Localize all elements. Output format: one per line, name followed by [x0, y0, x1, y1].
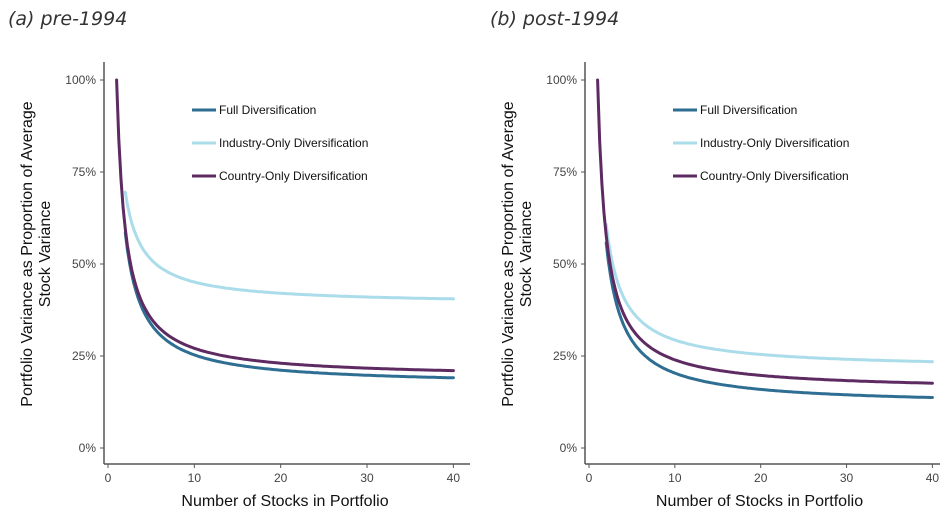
panel-title-pre-1994: (a) pre-1994 — [8, 8, 128, 30]
x-axis-title: Number of Stocks in Portfolio — [656, 493, 863, 510]
x-tick-label: 30 — [360, 471, 374, 485]
chart-panel-1: 0% 25% 50% 75% 100% 0 10 20 30 40 Number of Stocks… — [19, 62, 470, 510]
x-tick-label: 20 — [754, 471, 768, 485]
y-axis-title-line-1: Portfolio Variance as Proportion of Aver… — [500, 101, 517, 406]
x-tick-label: 0 — [586, 471, 593, 485]
y-tick-label: 0% — [79, 441, 97, 455]
y-tick-label: 100% — [546, 73, 577, 87]
x-tick-label: 30 — [840, 471, 854, 485]
series-line-2 — [123, 190, 455, 301]
legend-label-2: Industry-Only Diversification — [700, 136, 849, 150]
series-line-2 — [604, 222, 934, 364]
x-tick-label: 0 — [105, 471, 112, 485]
y-tick-label: 75% — [553, 165, 577, 179]
y-tick-label: 25% — [553, 349, 577, 363]
legend-label-2: Industry-Only Diversification — [219, 136, 368, 150]
y-axis-title-line-2: Stock Variance — [37, 201, 54, 308]
series-line-3 — [596, 78, 934, 385]
series-line-1 — [123, 231, 455, 380]
x-tick-label: 10 — [668, 471, 682, 485]
y-tick-label: 25% — [72, 349, 96, 363]
x-axis-title: Number of Stocks in Portfolio — [181, 493, 388, 510]
legend-label-1: Full Diversification — [700, 103, 797, 117]
series-line-1 — [604, 241, 934, 399]
x-tick-label: 40 — [926, 471, 940, 485]
y-tick-label: 50% — [72, 257, 96, 271]
legend-label-3: Country-Only Diversification — [700, 169, 849, 183]
x-tick-label: 40 — [447, 471, 461, 485]
y-tick-label: 75% — [72, 165, 96, 179]
y-tick-label: 100% — [65, 73, 96, 87]
legend-label-3: Country-Only Diversification — [219, 169, 368, 183]
series-line-3 — [115, 78, 455, 373]
x-tick-label: 10 — [188, 471, 202, 485]
legend-label-1: Full Diversification — [219, 103, 316, 117]
x-tick-label: 20 — [274, 471, 288, 485]
y-axis-title-line-2: Stock Variance — [518, 201, 535, 308]
panel-title-post-1994: (b) post-1994 — [490, 8, 620, 30]
y-tick-label: 50% — [553, 257, 577, 271]
y-axis-title-line-1: Portfolio Variance as Proportion of Aver… — [19, 101, 36, 406]
chart-panel-2: 0% 25% 50% 75% 100% 0 10 20 30 40 Number of Stocks… — [500, 62, 940, 510]
y-tick-label: 0% — [560, 441, 578, 455]
